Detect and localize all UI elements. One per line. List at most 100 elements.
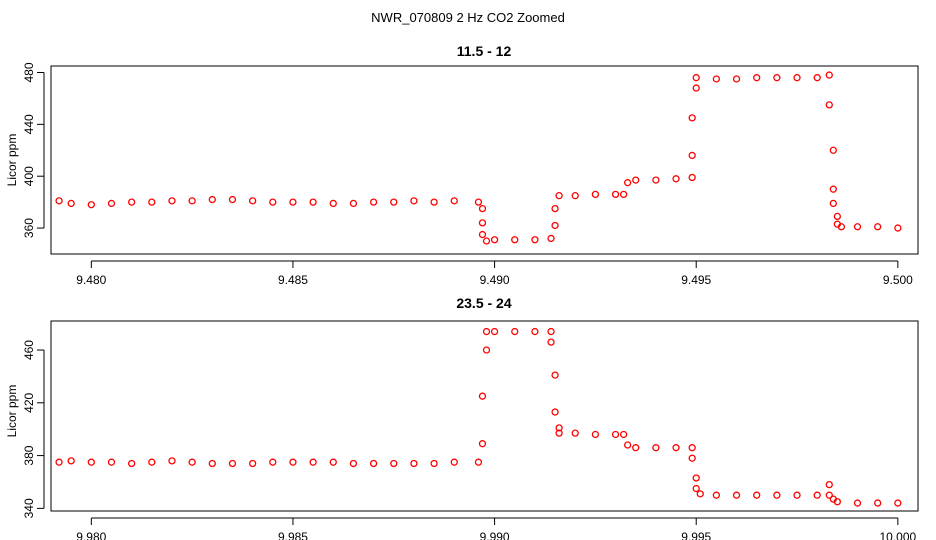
data-point [410, 197, 418, 205]
data-point [309, 458, 317, 466]
data-point [531, 236, 539, 244]
data-point [478, 219, 487, 227]
data-point [551, 221, 559, 230]
data-point [829, 199, 837, 208]
data-point [874, 499, 882, 507]
data-point [269, 198, 277, 206]
data-point [67, 457, 75, 465]
data-point [490, 236, 499, 244]
y-tick-label: 480 [22, 62, 36, 82]
data-point [555, 429, 563, 437]
data-point [688, 454, 696, 462]
data-point [813, 491, 821, 499]
data-point [148, 458, 156, 466]
data-point [430, 459, 438, 468]
data-point [168, 457, 176, 465]
data-point [692, 484, 700, 493]
data-points [55, 327, 902, 507]
data-point [894, 499, 902, 507]
data-point [369, 459, 378, 468]
data-point [482, 346, 491, 354]
figure-suptitle: NWR_070809 2 Hz CO2 Zoomed [371, 10, 565, 25]
y-axis-label: Licor ppm [5, 385, 19, 438]
data-point [349, 459, 358, 468]
data-point [555, 192, 563, 200]
data-point [511, 236, 519, 244]
data-point [624, 441, 632, 449]
data-point [309, 198, 317, 206]
y-axis: 340 380 420 460 [22, 340, 45, 518]
data-point [652, 444, 660, 452]
data-point [825, 480, 833, 489]
data-point [853, 499, 862, 507]
data-point [478, 230, 487, 239]
data-point [672, 444, 680, 452]
data-point [478, 392, 487, 400]
data-point [632, 176, 640, 184]
data-point [55, 197, 63, 205]
data-point [107, 199, 116, 208]
data-point [329, 458, 337, 466]
data-point [829, 185, 837, 193]
data-point [450, 458, 458, 466]
x-tick-label: 9.495 [681, 273, 711, 287]
data-point [188, 458, 196, 466]
y-tick-label: 380 [22, 445, 36, 465]
data-point [874, 223, 882, 231]
data-point [632, 444, 640, 452]
data-point [551, 371, 559, 379]
data-point [474, 458, 483, 466]
data-point [228, 195, 237, 204]
x-tick-label: 9.500 [883, 273, 913, 287]
data-point [269, 458, 277, 466]
data-point [571, 192, 579, 200]
data-point [208, 195, 216, 204]
data-point [712, 491, 721, 499]
data-point [369, 198, 378, 206]
plot-frame [50, 65, 919, 255]
data-point [547, 234, 555, 243]
data-point [349, 199, 358, 208]
data-point [672, 175, 680, 183]
data-point [833, 498, 841, 506]
y-tick-label: 440 [22, 114, 36, 134]
y-tick-label: 400 [22, 166, 36, 186]
data-point [478, 204, 487, 213]
data-point [248, 197, 257, 205]
data-point [547, 327, 555, 336]
data-point [894, 224, 902, 232]
panel-bottom: 23.5 - 24 Licor ppm 9.980 9.985 9.990 9.995… [5, 295, 919, 540]
data-point [87, 201, 95, 209]
data-point [688, 114, 696, 122]
data-point [390, 198, 398, 206]
data-point [551, 204, 559, 213]
data-point [833, 212, 841, 221]
data-point [329, 199, 337, 208]
data-point [482, 237, 491, 245]
data-point [474, 198, 483, 206]
data-point [688, 444, 696, 452]
data-point [692, 74, 700, 82]
data-point [837, 223, 846, 231]
data-point [793, 491, 801, 499]
data-point [753, 74, 761, 82]
data-point [591, 190, 600, 199]
panel-title: 11.5 - 12 [457, 43, 512, 59]
data-point [55, 458, 63, 466]
data-point [825, 491, 833, 499]
data-point [127, 198, 136, 206]
x-axis: 9.480 9.485 9.490 9.495 9.500 [76, 260, 913, 287]
data-point [825, 101, 833, 109]
data-point [688, 151, 696, 160]
y-tick-label: 340 [22, 498, 36, 518]
data-point [825, 71, 833, 79]
y-axis-label: Licor ppm [5, 134, 19, 187]
data-point [591, 430, 600, 439]
data-point [611, 430, 620, 439]
data-point [248, 459, 257, 468]
panel-top: 11.5 - 12 Licor ppm 9.480 9.485 9.490 9.495… [5, 43, 919, 287]
data-point [67, 199, 75, 208]
data-point [692, 84, 700, 92]
data-point [793, 74, 801, 82]
